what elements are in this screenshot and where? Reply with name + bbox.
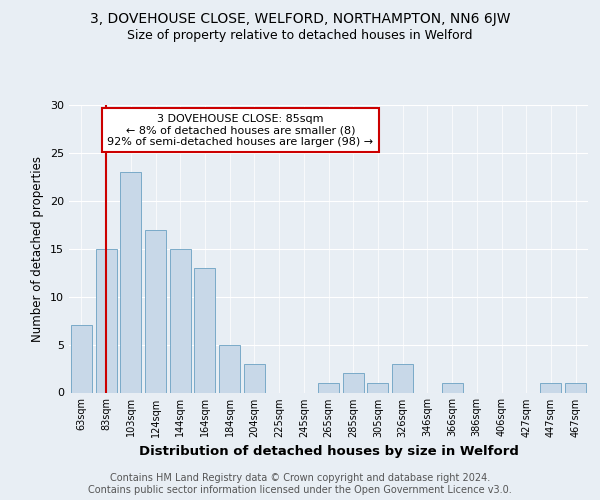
X-axis label: Distribution of detached houses by size in Welford: Distribution of detached houses by size … bbox=[139, 445, 518, 458]
Text: 3 DOVEHOUSE CLOSE: 85sqm
← 8% of detached houses are smaller (8)
92% of semi-det: 3 DOVEHOUSE CLOSE: 85sqm ← 8% of detache… bbox=[107, 114, 373, 147]
Text: 3, DOVEHOUSE CLOSE, WELFORD, NORTHAMPTON, NN6 6JW: 3, DOVEHOUSE CLOSE, WELFORD, NORTHAMPTON… bbox=[90, 12, 510, 26]
Bar bbox=[442, 383, 463, 392]
Text: Contains HM Land Registry data © Crown copyright and database right 2024.
Contai: Contains HM Land Registry data © Crown c… bbox=[88, 474, 512, 495]
Bar bbox=[541, 383, 562, 392]
Bar bbox=[194, 268, 215, 392]
Bar bbox=[120, 172, 141, 392]
Bar bbox=[565, 383, 586, 392]
Bar bbox=[367, 383, 388, 392]
Bar bbox=[318, 383, 339, 392]
Bar bbox=[145, 230, 166, 392]
Y-axis label: Number of detached properties: Number of detached properties bbox=[31, 156, 44, 342]
Bar bbox=[95, 249, 116, 392]
Bar bbox=[392, 364, 413, 392]
Bar bbox=[244, 364, 265, 392]
Bar bbox=[71, 326, 92, 392]
Bar bbox=[219, 344, 240, 393]
Text: Size of property relative to detached houses in Welford: Size of property relative to detached ho… bbox=[127, 29, 473, 42]
Bar bbox=[170, 249, 191, 392]
Bar bbox=[343, 374, 364, 392]
